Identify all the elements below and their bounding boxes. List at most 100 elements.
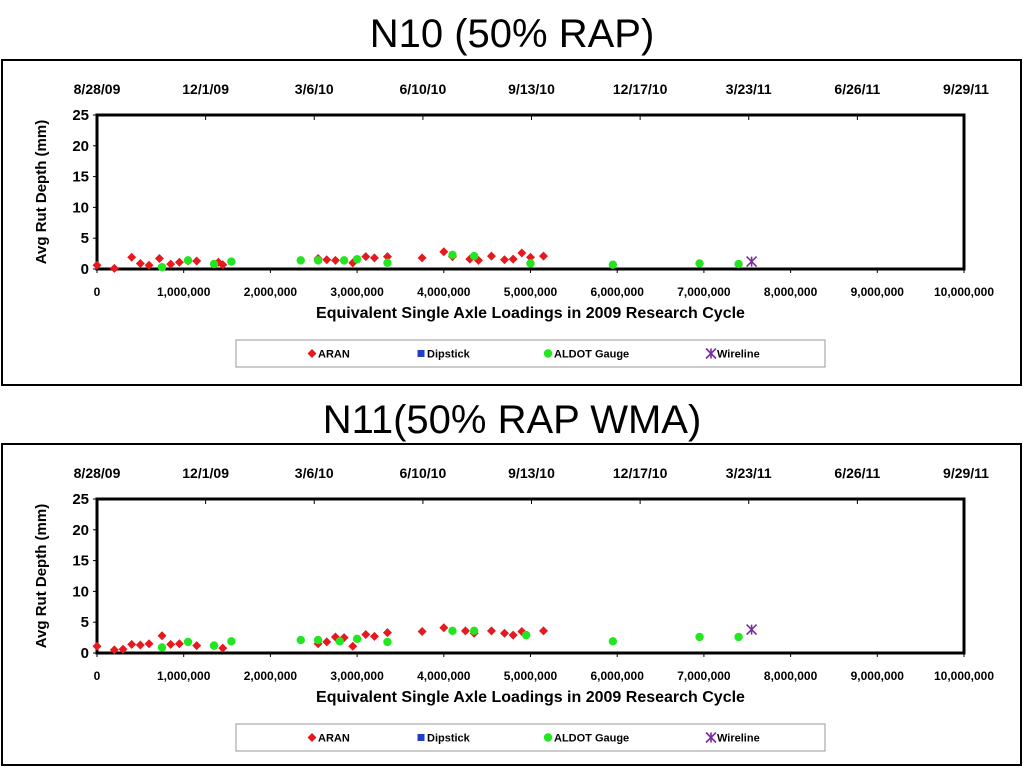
chart-2-panel: 0 5 10 15 20 25 0 1,000,000 2,000,000 3,000,000 4,… (1, 443, 1022, 766)
legend-marker-aran (307, 349, 317, 358)
data-point-aldot-gauge (209, 641, 219, 650)
x-tick-label: 8,000,000 (764, 669, 818, 683)
x-tick-label: 6,000,000 (591, 285, 645, 299)
legend-label: ALDOT Gauge (554, 349, 629, 361)
data-point-aldot-gauge (383, 258, 392, 268)
data-point-aldot-gauge (448, 250, 457, 260)
data-point-aran (508, 254, 518, 264)
data-point-aran (218, 643, 228, 653)
data-point-aran (92, 641, 102, 651)
legend-marker-wireline (705, 347, 717, 360)
data-point-aran (499, 255, 509, 265)
data-point-aldot-gauge (183, 637, 193, 647)
x-tick-label: 5,000,000 (504, 285, 558, 299)
legend-label: Dipstick (427, 733, 471, 745)
x-tick-label: 10,000,000 (934, 669, 994, 683)
top-date-label: 3/6/10 (295, 465, 334, 481)
data-point-aldot-gauge (296, 256, 305, 265)
data-point-wireline (746, 624, 758, 636)
y-tick-label: 15 (72, 169, 89, 186)
legend-marker-aran (307, 733, 317, 742)
data-point-aldot-gauge (608, 260, 618, 269)
data-point-aran (539, 251, 549, 261)
x-tick-label: 5,000,000 (504, 669, 558, 683)
chart-1-panel: 0 5 10 15 20 25 0 1,000,000 2,000,000 3,000,000 4,… (1, 59, 1022, 386)
y-tick-label: 10 (72, 583, 89, 600)
top-date-label: 8/28/09 (74, 81, 121, 97)
x-tick-label: 6,000,000 (591, 669, 645, 683)
top-date-label: 3/23/11 (726, 81, 772, 97)
data-point-aldot-gauge (469, 251, 479, 261)
data-point-aran (192, 641, 202, 651)
data-point-aran (322, 255, 332, 265)
x-tick-label: 0 (94, 669, 101, 683)
data-point-aran (192, 256, 202, 266)
x-tick-label: 9,000,000 (851, 669, 905, 683)
data-point-aran (508, 630, 518, 640)
top-date-label: 12/17/10 (613, 81, 668, 97)
x-tick-label: 2,000,000 (244, 669, 298, 683)
chart-2-title: N11(50% RAP WMA) (322, 398, 702, 442)
data-point-aldot-gauge (227, 257, 236, 266)
y-tick-label: 5 (81, 614, 89, 631)
chart-2-svg: 0 5 10 15 20 25 0 1,000,000 2,000,000 3,000,000 4,… (33, 465, 994, 752)
chart-1-title: N10 (50% RAP) (369, 12, 655, 56)
data-point-aldot-gauge (695, 259, 704, 268)
y-tick-label: 20 (72, 522, 89, 539)
data-point-aran (92, 260, 102, 270)
data-point-aran (109, 645, 119, 655)
data-point-aran (135, 258, 145, 268)
legend-label: ARAN (318, 349, 350, 361)
data-point-aldot-gauge (335, 637, 344, 646)
data-point-aran (417, 253, 427, 263)
top-date-label: 9/29/11 (943, 81, 989, 97)
legend-marker-aldot-gauge (543, 349, 553, 358)
data-point-aran (322, 637, 332, 647)
top-date-label: 12/1/09 (182, 81, 229, 97)
top-date-label: 6/10/10 (400, 81, 447, 97)
x-tick-label: 10,000,000 (934, 285, 994, 299)
data-point-aldot-gauge (183, 256, 193, 265)
data-point-aldot-gauge (526, 259, 535, 268)
data-point-aldot-gauge (734, 259, 743, 269)
y-tick-label: 0 (81, 645, 89, 662)
data-point-aran (439, 623, 449, 633)
data-point-aran (517, 248, 527, 258)
data-point-aldot-gauge (209, 259, 219, 269)
y-tick-label: 10 (72, 199, 89, 216)
legend-marker-dipstick (417, 350, 425, 357)
y-axis-title: Avg Rut Depth (mm) (33, 120, 50, 264)
x-tick-label: 3,000,000 (330, 669, 384, 683)
data-point-aldot-gauge (227, 637, 236, 646)
x-axis-title: Equivalent Single Axle Loadings in 2009 … (316, 689, 745, 706)
plot-frame (95, 497, 966, 655)
y-tick-label: 25 (72, 491, 89, 508)
data-point-aran (369, 631, 379, 641)
data-point-aran (439, 247, 449, 257)
data-point-aran (486, 251, 496, 261)
x-tick-label: 1,000,000 (157, 669, 211, 683)
data-point-aldot-gauge (296, 635, 305, 645)
plot-frame (95, 113, 966, 271)
data-point-aran (486, 626, 496, 636)
top-date-label: 9/29/11 (943, 465, 989, 481)
top-date-label: 6/10/10 (400, 465, 447, 481)
data-point-aran (109, 263, 119, 273)
data-point-aran (499, 628, 509, 638)
legend-label: Wireline (717, 349, 760, 361)
y-tick-label: 25 (72, 107, 89, 124)
y-tick-label: 0 (81, 261, 89, 278)
x-tick-label: 1,000,000 (157, 285, 211, 299)
data-point-aran (144, 639, 154, 649)
data-point-aran (330, 632, 340, 642)
data-point-aran (218, 260, 228, 270)
data-point-aldot-gauge (157, 262, 167, 272)
x-tick-label: 8,000,000 (764, 285, 818, 299)
x-tick-label: 3,000,000 (330, 285, 384, 299)
top-date-label: 12/17/10 (613, 465, 668, 481)
data-point-aran (526, 252, 535, 262)
data-point-aran (460, 626, 470, 636)
data-point-aran (539, 626, 549, 636)
data-point-aldot-gauge (339, 256, 349, 265)
x-tick-label: 7,000,000 (677, 285, 731, 299)
